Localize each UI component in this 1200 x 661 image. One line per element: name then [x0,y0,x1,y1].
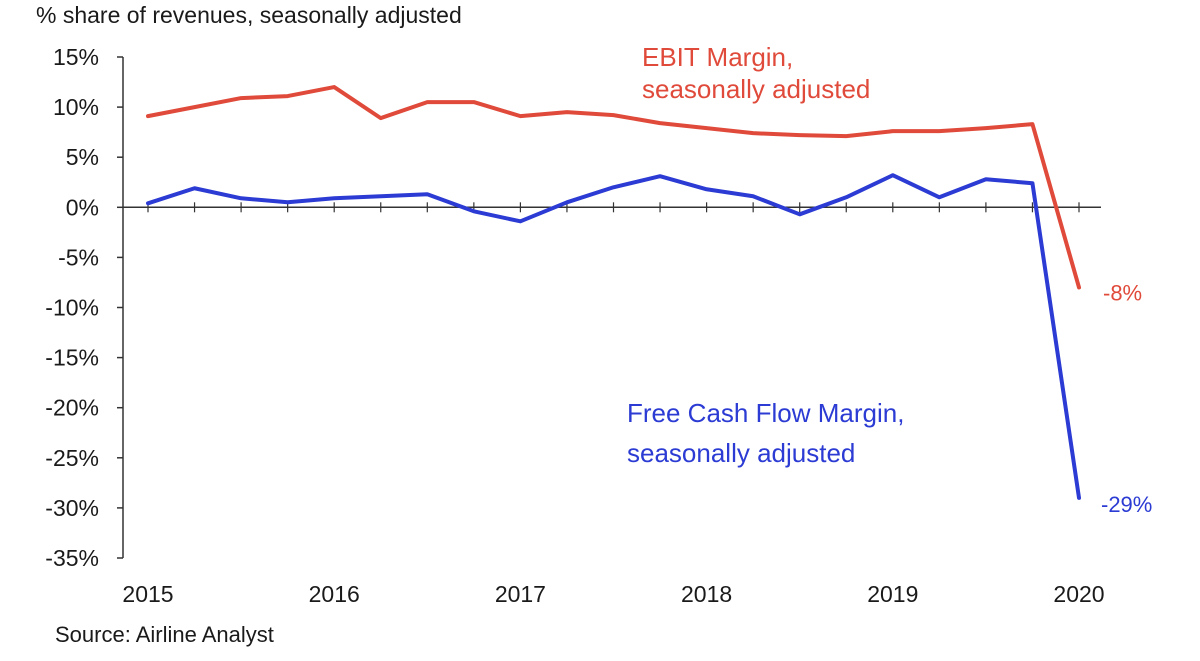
y-tick-label: 0% [66,194,99,220]
x-tick-label: 2015 [122,581,173,607]
x-tick-label: 2020 [1053,581,1104,607]
y-tick-label: 10% [53,94,99,120]
y-axis-title: % share of revenues, seasonally adjusted [36,2,462,28]
series-line-0 [146,85,1081,290]
y-tick-label: -20% [45,395,99,421]
y-tick-label: -5% [58,244,99,270]
series-annotation-line: EBIT Margin, [642,42,793,72]
series-annotation-1: Free Cash Flow Margin, seasonally adjuste… [627,398,904,468]
series-annotation-line: Free Cash Flow Margin, [627,398,904,428]
x-tick-label: 2018 [681,581,732,607]
y-tick-label: -10% [45,295,99,321]
series-annotation-line: seasonally adjusted [642,74,870,104]
x-tick-label: 2019 [867,581,918,607]
series-line-1 [146,173,1081,500]
y-tick-label: -30% [45,495,99,521]
y-tick-label: -15% [45,345,99,371]
source-note: Source: Airline Analyst [55,622,274,647]
y-tick-label: -25% [45,445,99,471]
end-value-label-0: -8% [1103,280,1142,305]
series-annotation-line: seasonally adjusted [627,438,855,468]
x-tick-label: 2016 [309,581,360,607]
y-tick-label: 15% [53,44,99,70]
x-tick-label: 2017 [495,581,546,607]
y-tick-label: -35% [45,545,99,571]
y-tick-label: 5% [66,144,99,170]
series-annotation-0: EBIT Margin, seasonally adjusted [642,42,870,104]
end-value-label-1: -29% [1101,492,1152,517]
